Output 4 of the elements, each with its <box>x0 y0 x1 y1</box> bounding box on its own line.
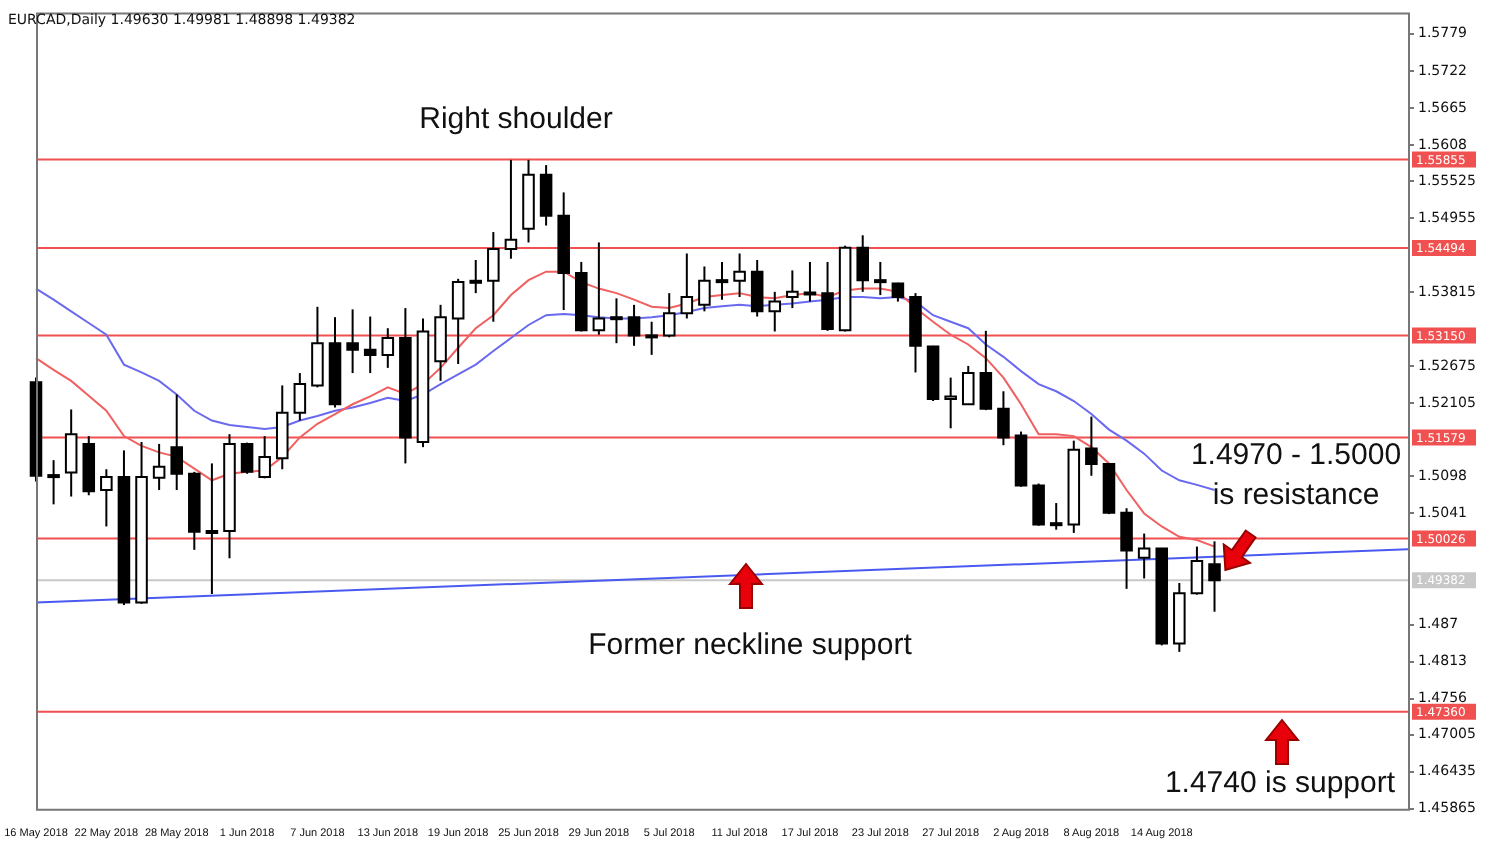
annotation: 1.4740 is support <box>1164 766 1396 800</box>
annotation: Right shoulder <box>417 100 615 140</box>
annotation: Former neckline support <box>586 626 914 666</box>
annotation: 1.4970 - 1.5000 is resistance <box>1188 436 1404 516</box>
